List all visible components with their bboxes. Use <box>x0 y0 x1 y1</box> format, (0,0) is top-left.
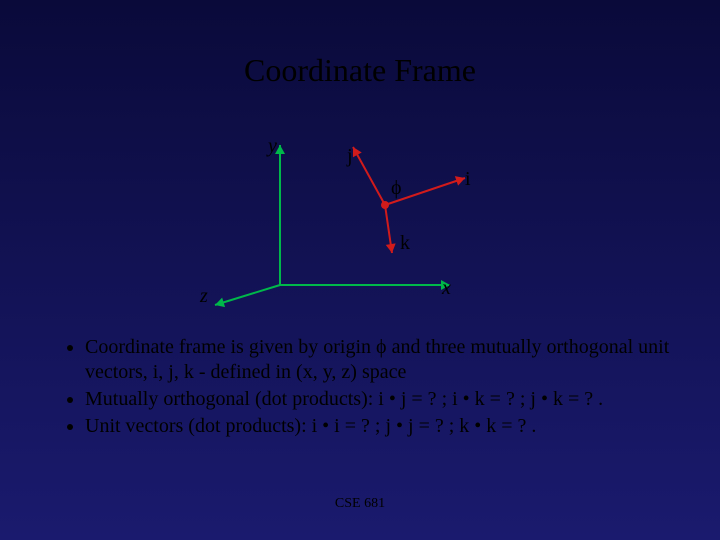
vector-label-j: j <box>347 145 353 168</box>
bullet-item: Mutually orthogonal (dot products): i • … <box>85 387 680 412</box>
footer-text: CSE 681 <box>0 496 720 512</box>
page-title: Coordinate Frame <box>0 52 720 89</box>
axis-label-y: y <box>268 135 277 158</box>
origin-label-phi: ϕ <box>391 177 402 200</box>
diagram-svg <box>210 135 500 310</box>
vector-label-i: i <box>465 168 471 191</box>
bullet-item: Unit vectors (dot products): i • i = ? ;… <box>85 414 680 439</box>
slide: Coordinate Frame y x z j i k ϕ Coordinat… <box>0 0 720 540</box>
coordinate-frame-diagram: y x z j i k ϕ <box>210 135 500 310</box>
axis-label-z: z <box>200 285 208 308</box>
bullet-item: Coordinate frame is given by origin ϕ an… <box>85 335 680 385</box>
vector-label-k: k <box>400 232 410 255</box>
axis-label-x: x <box>442 277 451 300</box>
bullet-list: Coordinate frame is given by origin ϕ an… <box>55 335 680 441</box>
